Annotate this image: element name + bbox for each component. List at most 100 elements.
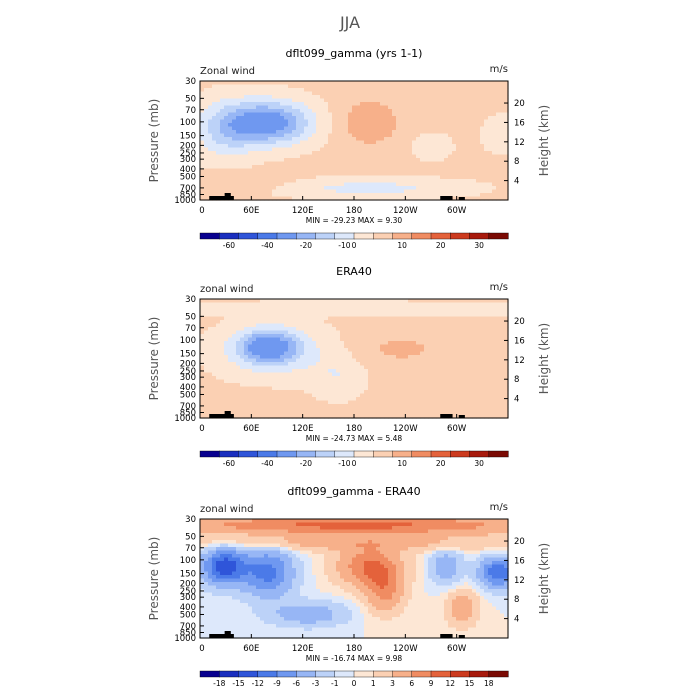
heatmap-cell: [356, 320, 361, 325]
heatmap-cell: [372, 161, 377, 166]
heatmap-cell: [200, 386, 205, 391]
heatmap-cell: [416, 323, 421, 328]
heatmap-cell: [492, 334, 497, 339]
heatmap-cell: [396, 119, 401, 124]
heatmap-cell: [352, 400, 357, 405]
heatmap-cell: [352, 372, 357, 377]
heatmap-cell: [372, 323, 377, 328]
heatmap-cell: [300, 133, 305, 138]
heatmap-cell: [304, 196, 309, 201]
heatmap-cell: [200, 376, 205, 381]
heatmap-cell: [428, 390, 433, 395]
heatmap-cell: [444, 376, 449, 381]
heatmap-cell: [344, 327, 349, 332]
heatmap-cell: [352, 320, 357, 325]
heatmap-cell: [364, 193, 369, 198]
heatmap-cell: [416, 397, 421, 402]
heatmap-cell: [360, 179, 365, 184]
heatmap-cell: [328, 154, 333, 159]
heatmap-cell: [448, 393, 453, 398]
heatmap-cell: [396, 98, 401, 103]
heatmap-cell: [316, 383, 321, 388]
heatmap-cell: [340, 320, 345, 325]
heatmap-cell: [428, 123, 433, 128]
heatmap-cell: [504, 330, 509, 335]
heatmap-cell: [280, 186, 285, 191]
heatmap-cell: [480, 362, 485, 367]
heatmap-cell: [336, 130, 341, 135]
heatmap-cell: [404, 376, 409, 381]
heatmap-cell: [224, 158, 229, 163]
heatmap-cell: [316, 390, 321, 395]
heatmap-cell: [264, 91, 269, 96]
heatmap-cell: [456, 151, 461, 156]
heatmap-cell: [224, 116, 229, 121]
heatmap-cell: [364, 299, 369, 304]
heatmap-cell: [472, 137, 477, 142]
heatmap-cell: [388, 358, 393, 363]
heatmap-cell: [488, 362, 493, 367]
heatmap-cell: [464, 379, 469, 384]
heatmap-cell: [380, 344, 385, 349]
heatmap-cell: [276, 168, 281, 173]
heatmap-cell: [268, 196, 273, 201]
heatmap-cell: [416, 102, 421, 107]
heatmap-cell: [384, 105, 389, 110]
heatmap-cell: [300, 186, 305, 191]
heatmap-cell: [348, 351, 353, 356]
heatmap-cell: [416, 358, 421, 363]
heatmap-cell: [224, 98, 229, 103]
heatmap-cell: [268, 386, 273, 391]
heatmap-cell: [492, 372, 497, 377]
heatmap-cell: [412, 133, 417, 138]
heatmap-cell: [368, 189, 373, 194]
heatmap-cell: [272, 358, 277, 363]
heatmap-cell: [412, 323, 417, 328]
heatmap-cell: [440, 376, 445, 381]
heatmap-cell: [364, 344, 369, 349]
heatmap-cell: [476, 126, 481, 131]
heatmap-cell: [440, 179, 445, 184]
heatmap-cell: [316, 400, 321, 405]
heatmap-cell: [492, 147, 497, 152]
heatmap-cell: [300, 358, 305, 363]
heatmap-cell: [340, 168, 345, 173]
heatmap-cell: [460, 327, 465, 332]
heatmap-cell: [456, 193, 461, 198]
heatmap-cell: [408, 348, 413, 353]
heatmap-cell: [296, 379, 301, 384]
heatmap-cell: [388, 383, 393, 388]
heatmap-cell: [400, 334, 405, 339]
heatmap-cell: [244, 168, 249, 173]
heatmap-cell: [320, 88, 325, 93]
heatmap-cell: [444, 102, 449, 107]
heatmap-cell: [452, 330, 457, 335]
heatmap-cell: [428, 179, 433, 184]
heatmap-cell: [268, 320, 273, 325]
heatmap-cell: [480, 369, 485, 374]
heatmap-cell: [292, 369, 297, 374]
heatmap-cell: [452, 84, 457, 89]
heatmap-cell: [220, 123, 225, 128]
heatmap-cell: [408, 154, 413, 159]
heatmap-cell: [272, 369, 277, 374]
heatmap-cell: [404, 379, 409, 384]
heatmap-cell: [312, 179, 317, 184]
heatmap-cell: [400, 168, 405, 173]
heatmap-cell: [300, 175, 305, 180]
heatmap-cell: [460, 95, 465, 100]
heatmap-cell: [248, 88, 253, 93]
heatmap-cell: [396, 397, 401, 402]
heatmap-cell: [268, 112, 273, 117]
heatmap-cell: [392, 98, 397, 103]
heatmap-cell: [384, 91, 389, 96]
heatmap-cell: [280, 393, 285, 398]
heatmap-cell: [408, 130, 413, 135]
heatmap-cell: [256, 358, 261, 363]
heatmap-cell: [304, 379, 309, 384]
heatmap-cell: [344, 189, 349, 194]
heatmap-cell: [368, 154, 373, 159]
heatmap-cell: [460, 316, 465, 321]
heatmap-cell: [212, 116, 217, 121]
heatmap-cell: [420, 158, 425, 163]
